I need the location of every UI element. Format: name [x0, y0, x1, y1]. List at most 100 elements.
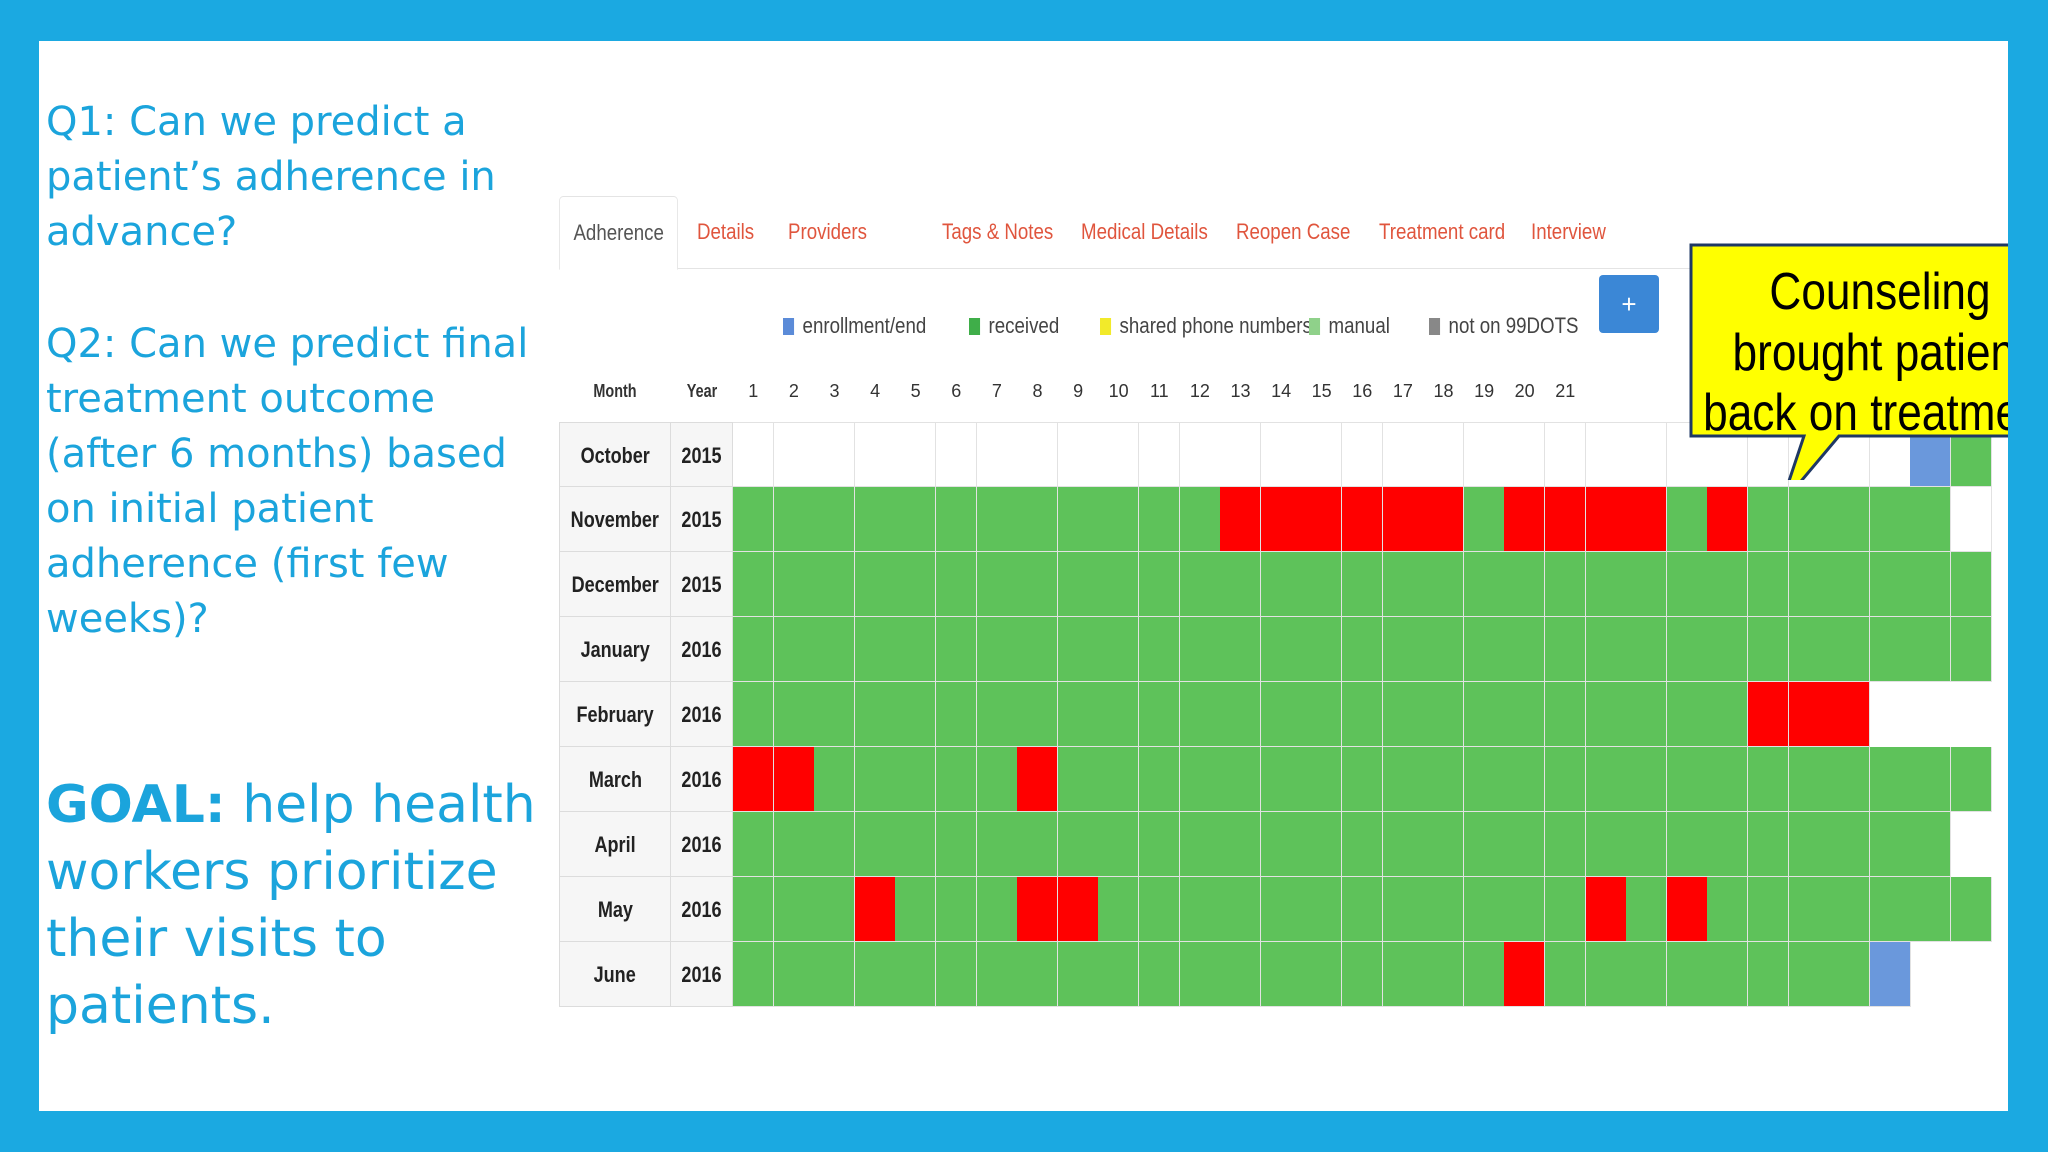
legend-label: manual [1328, 313, 1390, 338]
day-cell [1504, 617, 1546, 682]
day-cell [1829, 682, 1871, 747]
day-cell [854, 552, 896, 617]
day-cell [1220, 422, 1262, 487]
day-cell [1463, 747, 1505, 812]
day-cell [1869, 552, 1911, 617]
day-cell [1748, 877, 1790, 942]
year-label-text: 2016 [681, 637, 722, 662]
legend-swatch [1309, 318, 1321, 335]
legend-label: shared phone numbers [1119, 313, 1312, 338]
year-label: 2016 [671, 682, 733, 747]
day-cell [814, 552, 856, 617]
tab-interview[interactable]: Interview [1531, 219, 1606, 244]
day-cell [1342, 487, 1384, 552]
day-cell [1707, 552, 1749, 617]
day-cell [1057, 487, 1099, 552]
day-cell [1220, 552, 1262, 617]
day-cell [895, 877, 937, 942]
day-cell [1179, 942, 1221, 1007]
callout-bubble [1689, 243, 2008, 480]
day-cell [1342, 747, 1384, 812]
day-cell [1829, 942, 1871, 1007]
tab-details[interactable]: Details [697, 219, 755, 244]
day-cell [1017, 747, 1059, 812]
day-header: 17 [1392, 381, 1413, 401]
month-label: February [559, 682, 671, 747]
day-cell [1788, 942, 1830, 1007]
day-cell [733, 617, 775, 682]
day-cell [1829, 617, 1871, 682]
question-2-line: Q2: Can we predict final [46, 321, 529, 367]
day-cell [895, 682, 937, 747]
day-cell [1545, 877, 1587, 942]
callout: Counseling brought patient back on treat… [1689, 243, 2008, 480]
day-cell [1707, 942, 1749, 1007]
day-cell [1707, 877, 1749, 942]
day-cell [895, 617, 937, 682]
day-cell [1139, 552, 1181, 617]
year-label-text: 2016 [681, 962, 722, 987]
day-cell [1951, 877, 1993, 942]
day-cell [1626, 682, 1668, 747]
day-cell [814, 682, 856, 747]
day-header: 9 [1073, 381, 1084, 401]
day-cell [1869, 877, 1911, 942]
day-cell [1179, 682, 1221, 747]
day-cell [814, 877, 856, 942]
day-header: 10 [1108, 381, 1129, 401]
day-cell [733, 552, 775, 617]
day-cell [895, 487, 937, 552]
year-label-text: 2016 [681, 897, 722, 922]
tab-treatment-card[interactable]: Treatment card [1379, 219, 1506, 244]
day-cell [976, 877, 1018, 942]
month-label-text: January [580, 637, 650, 662]
day-cell [1301, 747, 1343, 812]
legend-label: received [988, 313, 1060, 338]
add-button[interactable]: + [1599, 275, 1659, 333]
tab-adherence[interactable]: Adherence [559, 196, 679, 270]
day-cell [1423, 877, 1465, 942]
day-cell [1382, 812, 1424, 877]
day-header: 11 [1149, 381, 1169, 401]
day-cell [1139, 747, 1181, 812]
day-cell [1463, 942, 1505, 1007]
day-cell [976, 682, 1018, 747]
day-cell [1301, 422, 1343, 487]
day-cell [1423, 422, 1465, 487]
day-cell [1463, 682, 1505, 747]
tab-tags-notes[interactable]: Tags & Notes [942, 219, 1054, 244]
day-cell [895, 422, 937, 487]
day-cell [895, 747, 937, 812]
day-cell [1057, 812, 1099, 877]
day-header: 14 [1271, 381, 1292, 401]
legend-shared-phone: shared phone numbers [1100, 313, 1312, 353]
day-cell [1788, 877, 1830, 942]
day-cell [1545, 682, 1587, 747]
day-cell [976, 942, 1018, 1007]
day-cell [1545, 747, 1587, 812]
day-cell [814, 487, 856, 552]
day-cell [1301, 812, 1343, 877]
day-cell [936, 487, 978, 552]
tab-providers[interactable]: Providers [788, 219, 867, 244]
tab-reopen-case[interactable]: Reopen Case [1236, 219, 1351, 244]
goal-line: patients. [46, 976, 275, 1036]
day-cell [895, 942, 937, 1007]
month-label-text: October [580, 443, 650, 468]
day-cell [854, 812, 896, 877]
day-cell [733, 812, 775, 877]
day-cell [1666, 812, 1708, 877]
tab-medical-details[interactable]: Medical Details [1081, 219, 1208, 244]
day-cell [1301, 552, 1343, 617]
day-cell [1382, 422, 1424, 487]
day-cell [976, 617, 1018, 682]
day-cell [1342, 552, 1384, 617]
question-2-line: adherence (first few [46, 541, 449, 587]
day-cell [1463, 812, 1505, 877]
day-cell [1179, 617, 1221, 682]
day-cell [1220, 812, 1262, 877]
day-cell [1139, 812, 1181, 877]
year-label-text: 2015 [681, 443, 722, 468]
day-cell [1951, 487, 1993, 552]
day-cell [1666, 682, 1708, 747]
